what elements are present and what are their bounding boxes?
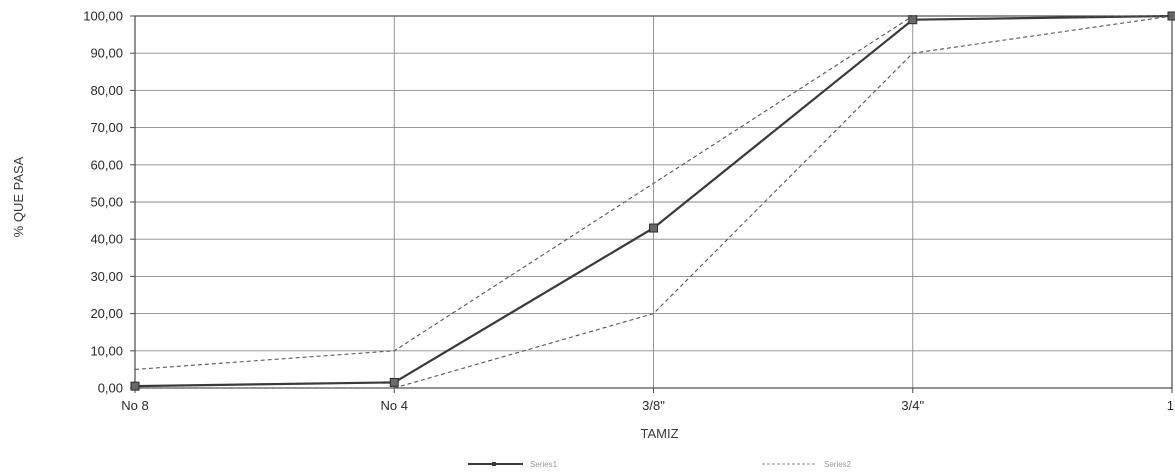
y-tick-label: 30,00 [90, 269, 123, 284]
y-tick-label: 90,00 [90, 46, 123, 61]
y-tick-label: 40,00 [90, 232, 123, 247]
y-tick-label: 60,00 [90, 157, 123, 172]
x-axis-ticks: No 8 No 4 3/8" 3/4" 1 [121, 388, 1174, 413]
x-tick-label: No 8 [121, 398, 148, 413]
x-tick-label: 3/4" [901, 398, 924, 413]
y-tick-label: 10,00 [90, 343, 123, 358]
x-tick-label: No 4 [381, 398, 408, 413]
legend: Series1 Series2 [468, 460, 852, 469]
x-tick-label: 1 [1167, 398, 1174, 413]
x-tick-label: 3/8" [642, 398, 665, 413]
series-line-3 [135, 15, 1173, 389]
y-axis-title: % QUE PASA [11, 156, 26, 237]
legend-marker-1 [492, 462, 496, 466]
series-line-2 [134, 15, 1172, 370]
series-1-point [130, 381, 140, 391]
series-1-point [908, 15, 918, 25]
y-axis-ticks: 0,00 10,00 20,00 30,00 40,00 50,00 60,00 70,00 8… [83, 9, 135, 396]
series-1-point [389, 377, 399, 387]
y-tick-label: 50,00 [90, 195, 123, 210]
grid [134, 15, 1173, 389]
series-1-point [649, 223, 658, 233]
legend-label-2: Series2 [824, 460, 852, 469]
y-tick-label: 20,00 [90, 306, 123, 321]
y-tick-label: 100,00 [83, 9, 123, 24]
legend-label-1: Series1 [530, 460, 558, 469]
x-axis-title: TAMIZ [640, 426, 678, 441]
series-layer [130, 11, 1175, 391]
y-tick-label: 0,00 [98, 381, 123, 396]
y-tick-label: 80,00 [90, 83, 123, 98]
y-tick-label: 70,00 [90, 120, 123, 135]
